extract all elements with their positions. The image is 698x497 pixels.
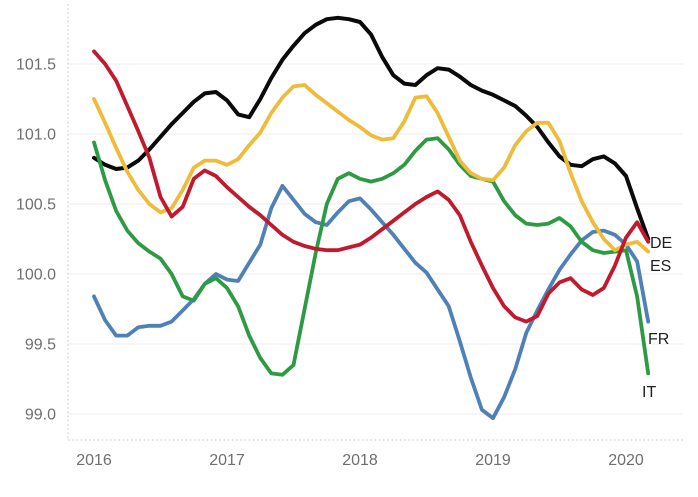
x-tick-label: 2019: [475, 452, 511, 469]
series-end-label-es: ES: [650, 258, 671, 275]
y-tick-label: 99.5: [25, 337, 56, 354]
series-lines-group: [92, 15, 651, 421]
series-end-label-it: IT: [642, 384, 656, 401]
series-line-de: [92, 15, 651, 241]
x-tick-label: 2018: [342, 452, 378, 469]
series-line-red: [92, 49, 651, 324]
x-tick-label: 2017: [209, 452, 245, 469]
y-tick-label: 101.0: [16, 127, 56, 144]
y-tick-label: 100.5: [16, 197, 56, 214]
series-end-label-fr: FR: [648, 331, 669, 348]
series-end-label-de: DE: [650, 235, 672, 252]
gridlines-group: [68, 63, 683, 415]
y-tick-label: 100.0: [16, 267, 56, 284]
x-tick-label: 2020: [608, 452, 644, 469]
series-line-it: [92, 136, 651, 377]
labels-group: 99.0 99.5 100.0 100.5 101.0 101.5 2016 2017 2018…: [16, 57, 672, 470]
y-tick-label: 99.0: [25, 407, 56, 424]
axes-group: [67, 4, 683, 441]
x-tick-label: 2016: [76, 452, 112, 469]
series-line-fr: [92, 183, 651, 421]
y-tick-label: 101.5: [16, 57, 56, 74]
series-line-es: [92, 83, 651, 254]
